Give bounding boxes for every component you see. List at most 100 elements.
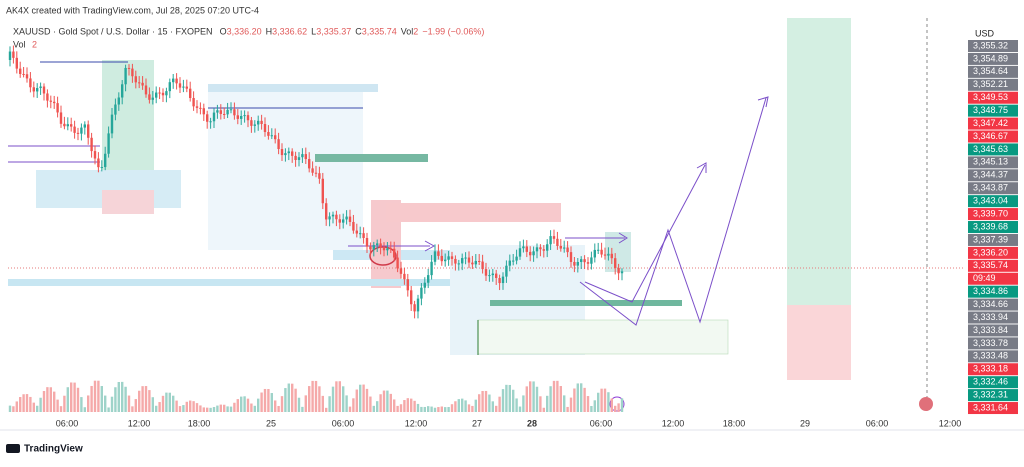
candle-body — [304, 154, 307, 160]
price-label-bg — [968, 376, 1018, 389]
time-label: 27 — [472, 418, 482, 428]
volume-bar — [382, 390, 386, 412]
price-label-bg — [968, 272, 1018, 285]
volume-bar — [46, 387, 49, 412]
volume-bar — [563, 395, 566, 412]
candle-body — [342, 219, 345, 223]
candle-body — [512, 260, 515, 262]
volume-bar — [607, 392, 610, 412]
price-label: 3,332.46 — [973, 377, 1008, 387]
volume-bar — [314, 380, 318, 412]
volume-bar — [420, 406, 423, 412]
candle-body — [46, 93, 49, 101]
candle-body — [12, 51, 15, 58]
candle-body — [563, 247, 566, 249]
volume-bar — [134, 399, 137, 412]
volume-bar — [73, 382, 76, 412]
candle-body — [192, 98, 195, 107]
brand: TradingView — [24, 444, 83, 455]
price-label: 3,333.94 — [973, 312, 1008, 322]
candle-body — [148, 94, 151, 100]
volume-bar — [22, 394, 25, 412]
candle-body — [90, 137, 93, 152]
price-label-bg — [968, 337, 1018, 350]
price-label: 3,345.13 — [973, 157, 1008, 167]
price-label-bg — [968, 363, 1018, 376]
volume-bar — [498, 396, 501, 412]
candle-body — [267, 132, 270, 136]
volume-bar — [447, 407, 450, 412]
volume-bar — [501, 389, 505, 412]
candle-body — [185, 86, 188, 89]
volume-bar — [178, 406, 182, 412]
candle-body — [141, 82, 144, 86]
volume-bar — [114, 387, 117, 412]
candle-body — [498, 278, 501, 284]
volume-bar — [512, 389, 515, 412]
price-label-bg — [968, 285, 1018, 298]
ohlc-label: L — [311, 26, 316, 36]
volume-bar — [348, 406, 352, 412]
price-label: 3,332.31 — [973, 389, 1008, 399]
price-label-bg — [968, 65, 1018, 78]
volume-bar — [158, 402, 161, 412]
price-label: 3,334.66 — [973, 299, 1008, 309]
candle-body — [284, 153, 287, 156]
candle-body — [246, 115, 250, 121]
volume-bar — [229, 406, 233, 412]
order-block — [315, 154, 428, 162]
volume-bar — [413, 400, 416, 412]
price-label-bg — [968, 246, 1018, 259]
candle-body — [620, 271, 624, 274]
volume-bar — [620, 398, 624, 412]
volume-bar — [461, 398, 464, 412]
candle-body — [464, 257, 467, 259]
candle-body — [291, 151, 294, 156]
candle-body — [63, 123, 66, 127]
candle-body — [474, 260, 477, 265]
price-label-bg — [968, 91, 1018, 104]
candle-body — [607, 253, 610, 256]
volume-bar — [202, 407, 205, 412]
candle-body — [393, 248, 396, 258]
candle-body — [243, 115, 246, 117]
volume-bar — [216, 405, 219, 412]
candle-body — [229, 109, 233, 111]
candle-body — [97, 158, 100, 168]
candle-body — [362, 233, 365, 238]
volume-bar — [223, 404, 226, 412]
price-label-bg — [968, 40, 1018, 52]
price-label: 3,343.04 — [973, 196, 1008, 206]
candle-body — [226, 109, 229, 115]
price-label-bg — [968, 311, 1018, 324]
time-label: 06:00 — [332, 418, 355, 428]
candle-body — [301, 154, 304, 158]
volume-bar — [155, 405, 158, 412]
candle-body — [325, 203, 328, 220]
volume-bar — [124, 386, 127, 412]
volume-bar — [478, 394, 481, 412]
time-label: 06:00 — [866, 418, 889, 428]
candle-body — [321, 178, 324, 204]
candle-body — [583, 259, 586, 263]
candle-body — [508, 260, 511, 266]
arrow — [757, 96, 769, 108]
volume-bar — [335, 381, 338, 412]
volume-bar — [586, 396, 590, 412]
price-label-bg — [968, 130, 1018, 143]
volume-bar — [53, 391, 56, 412]
price-label: 3,349.53 — [973, 92, 1008, 102]
volume-bar — [325, 407, 328, 412]
arrow — [696, 162, 707, 173]
volume-bar — [243, 396, 246, 412]
price-label-bg — [968, 402, 1018, 415]
candle-body — [36, 88, 39, 92]
volume-bar — [263, 388, 267, 412]
volume-bar — [617, 403, 620, 412]
candle-body — [100, 167, 103, 169]
volume-bar — [233, 402, 236, 412]
price-label-bg — [968, 104, 1018, 117]
volume-bar — [172, 395, 175, 412]
ohlc-label: O — [220, 26, 227, 36]
volume-bar — [175, 400, 178, 412]
